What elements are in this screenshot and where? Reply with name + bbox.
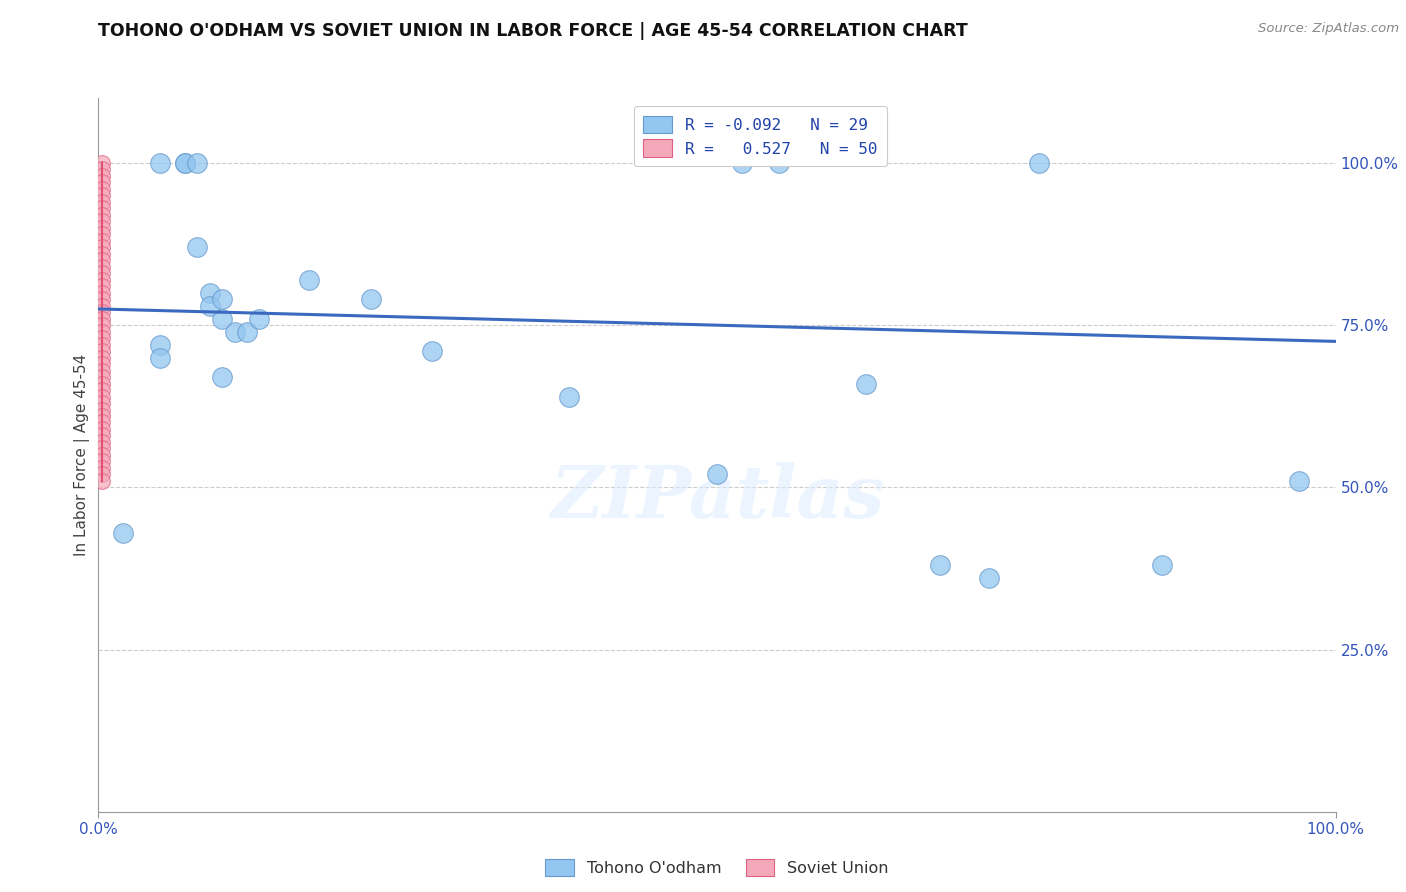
- Point: [557, 390, 579, 404]
- Point: [91, 416, 114, 430]
- Text: ZIPatlas: ZIPatlas: [550, 462, 884, 533]
- Point: [422, 344, 444, 359]
- Point: [91, 409, 114, 423]
- Point: [360, 292, 382, 306]
- Point: [91, 188, 114, 202]
- Point: [91, 234, 114, 248]
- Point: [91, 376, 114, 391]
- Point: [236, 325, 259, 339]
- Legend: Tohono O'odham, Soviet Union: Tohono O'odham, Soviet Union: [536, 849, 898, 886]
- Point: [91, 260, 114, 274]
- Point: [91, 442, 114, 456]
- Point: [91, 156, 114, 170]
- Point: [768, 156, 790, 170]
- Point: [91, 402, 114, 417]
- Point: [91, 337, 114, 351]
- Point: [91, 370, 114, 384]
- Point: [211, 370, 233, 384]
- Point: [91, 227, 114, 242]
- Point: [91, 311, 114, 326]
- Point: [91, 351, 114, 365]
- Point: [1288, 474, 1310, 488]
- Point: [91, 428, 114, 442]
- Point: [91, 202, 114, 216]
- Point: [91, 253, 114, 268]
- Point: [91, 169, 114, 183]
- Point: [91, 182, 114, 196]
- Point: [91, 194, 114, 209]
- Point: [91, 363, 114, 377]
- Text: TOHONO O'ODHAM VS SOVIET UNION IN LABOR FORCE | AGE 45-54 CORRELATION CHART: TOHONO O'ODHAM VS SOVIET UNION IN LABOR …: [98, 22, 969, 40]
- Point: [928, 558, 950, 573]
- Point: [211, 292, 233, 306]
- Point: [149, 156, 172, 170]
- Point: [91, 434, 114, 449]
- Point: [211, 311, 233, 326]
- Point: [91, 247, 114, 261]
- Point: [91, 448, 114, 462]
- Text: Source: ZipAtlas.com: Source: ZipAtlas.com: [1258, 22, 1399, 36]
- Point: [91, 299, 114, 313]
- Point: [91, 454, 114, 468]
- Point: [91, 461, 114, 475]
- Point: [112, 525, 135, 540]
- Point: [186, 156, 208, 170]
- Point: [706, 467, 728, 482]
- Point: [91, 325, 114, 339]
- Point: [298, 273, 321, 287]
- Point: [224, 325, 246, 339]
- Point: [198, 299, 221, 313]
- Point: [91, 422, 114, 436]
- Point: [1152, 558, 1174, 573]
- Point: [91, 273, 114, 287]
- Point: [91, 176, 114, 190]
- Point: [979, 571, 1001, 585]
- Point: [91, 208, 114, 222]
- Point: [91, 318, 114, 333]
- Point: [149, 351, 172, 365]
- Y-axis label: In Labor Force | Age 45-54: In Labor Force | Age 45-54: [75, 354, 90, 556]
- Point: [91, 279, 114, 293]
- Point: [91, 292, 114, 306]
- Point: [91, 331, 114, 345]
- Point: [91, 390, 114, 404]
- Point: [731, 156, 754, 170]
- Point: [186, 240, 208, 254]
- Point: [91, 383, 114, 397]
- Point: [91, 357, 114, 371]
- Point: [174, 156, 197, 170]
- Point: [91, 220, 114, 235]
- Point: [149, 337, 172, 351]
- Point: [91, 344, 114, 359]
- Point: [91, 162, 114, 177]
- Point: [91, 240, 114, 254]
- Point: [91, 396, 114, 410]
- Point: [1028, 156, 1050, 170]
- Point: [91, 467, 114, 482]
- Point: [91, 214, 114, 228]
- Point: [855, 376, 877, 391]
- Point: [247, 311, 270, 326]
- Point: [91, 305, 114, 319]
- Point: [174, 156, 197, 170]
- Point: [91, 285, 114, 300]
- Point: [91, 474, 114, 488]
- Point: [91, 266, 114, 280]
- Point: [198, 285, 221, 300]
